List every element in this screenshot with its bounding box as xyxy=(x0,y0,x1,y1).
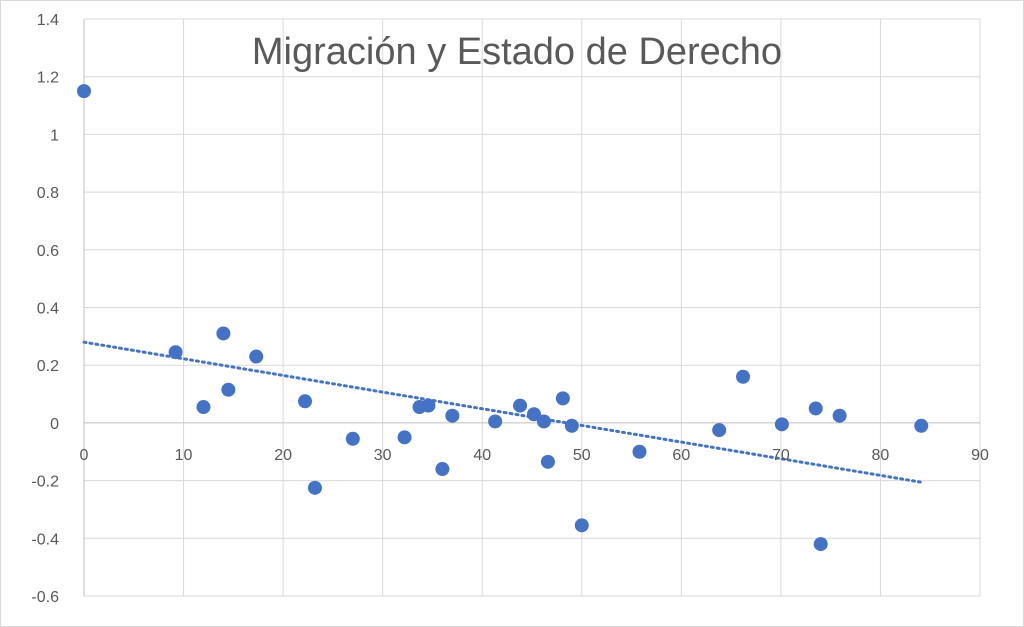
trendline-layer xyxy=(82,340,922,484)
data-point xyxy=(298,394,313,409)
data-point xyxy=(216,326,231,341)
y-tick-label: 1.4 xyxy=(37,12,59,29)
data-point xyxy=(221,382,236,397)
axes xyxy=(83,19,980,596)
data-point xyxy=(813,537,828,552)
data-point xyxy=(832,408,847,423)
data-point xyxy=(168,345,183,360)
y-tick-label: -0.2 xyxy=(31,474,59,491)
y-tick-label: 1 xyxy=(50,127,59,144)
data-point xyxy=(632,444,647,459)
data-point xyxy=(774,417,789,432)
y-tick-label: 0 xyxy=(50,416,59,433)
x-tick-label: 80 xyxy=(872,447,890,464)
data-point xyxy=(307,480,322,495)
data-point xyxy=(421,398,436,413)
trendline xyxy=(82,340,922,484)
tick-labels: 0 10 20 30 40 50 60 70 80 90 -0.6 -0.4 -0.2 0 0.2 0.4 0.… xyxy=(31,12,989,606)
chart-title: Migración y Estado de Derecho xyxy=(252,31,782,73)
data-point xyxy=(736,369,751,384)
x-tick-label: 70 xyxy=(772,447,790,464)
data-point xyxy=(526,407,541,422)
data-point xyxy=(914,418,929,433)
data-point xyxy=(574,518,589,533)
data-point xyxy=(435,462,450,477)
data-point xyxy=(808,401,823,416)
data-point xyxy=(196,400,211,415)
x-tick-label: 90 xyxy=(971,447,989,464)
data-point xyxy=(513,398,528,413)
data-point xyxy=(536,414,551,429)
x-tick-label: 60 xyxy=(672,447,690,464)
y-tick-label: -0.4 xyxy=(31,531,59,548)
data-point xyxy=(77,84,91,99)
data-point xyxy=(488,414,503,429)
y-tick-label: 0.8 xyxy=(37,185,59,202)
data-point xyxy=(564,418,579,433)
x-tick-label: 20 xyxy=(274,447,292,464)
data-points xyxy=(77,84,929,552)
gridlines xyxy=(84,18,981,597)
x-tick-label: 30 xyxy=(374,447,392,464)
x-tick-label: 0 xyxy=(80,447,89,464)
y-tick-label: 0.2 xyxy=(37,358,59,375)
data-point xyxy=(555,391,570,406)
y-tick-label: 1.2 xyxy=(37,70,59,87)
data-point xyxy=(540,454,555,469)
data-point xyxy=(445,408,460,423)
x-tick-label: 50 xyxy=(573,447,591,464)
data-point xyxy=(345,431,360,446)
y-tick-label: 0.4 xyxy=(37,301,59,318)
y-tick-label: 0.6 xyxy=(37,243,59,260)
x-tick-label: 10 xyxy=(175,447,193,464)
y-tick-label: -0.6 xyxy=(31,589,59,606)
data-point xyxy=(397,430,412,445)
data-point xyxy=(712,423,727,438)
data-point xyxy=(249,349,264,364)
x-tick-label: 40 xyxy=(473,447,491,464)
